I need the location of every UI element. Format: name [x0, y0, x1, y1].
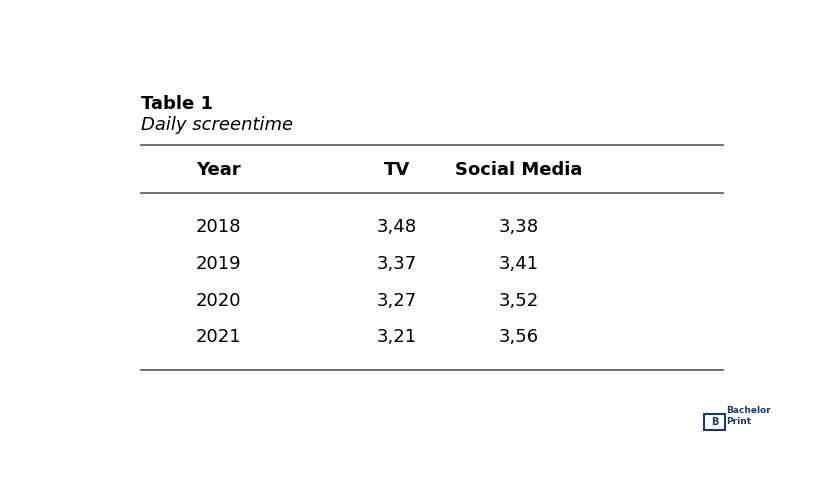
Text: Year: Year	[196, 160, 241, 178]
Text: Daily screentime: Daily screentime	[142, 116, 294, 134]
Text: B: B	[711, 417, 719, 427]
Text: 2018: 2018	[196, 218, 241, 236]
Text: 2020: 2020	[196, 292, 241, 310]
Text: Table 1: Table 1	[142, 94, 214, 112]
Text: TV: TV	[384, 160, 410, 178]
Text: 3,56: 3,56	[498, 328, 539, 346]
Text: 3,37: 3,37	[377, 255, 417, 273]
Text: 3,52: 3,52	[498, 292, 539, 310]
Text: 3,38: 3,38	[498, 218, 539, 236]
Text: 2019: 2019	[196, 255, 241, 273]
Text: Bachelor
Print: Bachelor Print	[727, 406, 771, 426]
Text: 3,48: 3,48	[377, 218, 417, 236]
Text: 3,41: 3,41	[498, 255, 539, 273]
Text: 3,27: 3,27	[377, 292, 417, 310]
Text: Social Media: Social Media	[455, 160, 582, 178]
Text: 3,21: 3,21	[377, 328, 417, 346]
Bar	[704, 414, 725, 430]
Text: 2021: 2021	[196, 328, 241, 346]
